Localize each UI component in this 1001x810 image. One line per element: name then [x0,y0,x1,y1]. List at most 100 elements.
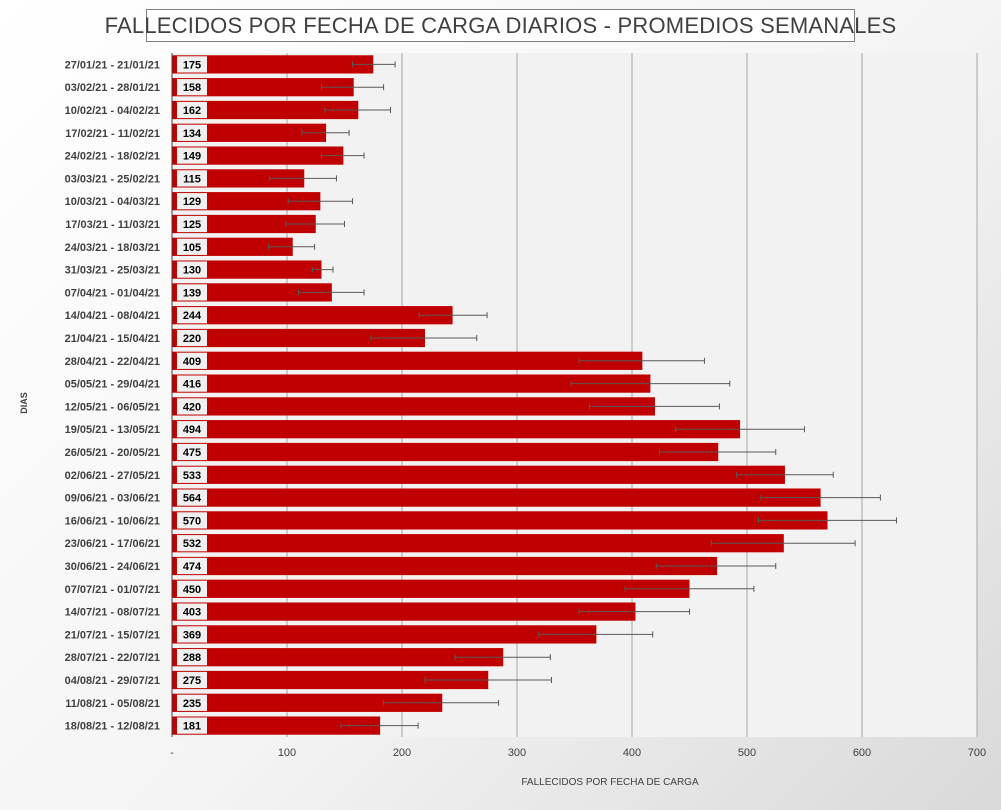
data-label-box [177,170,207,187]
bar [172,648,504,667]
data-label-box [177,717,207,734]
data-label-box [177,238,207,255]
data-label-box [177,147,207,164]
x-tick-label: 300 [508,747,526,759]
y-tick-label: 26/05/21 - 20/05/21 [65,447,160,459]
y-tick-label: 12/05/21 - 06/05/21 [65,401,160,413]
x-tick-label: - [170,747,174,759]
x-tick-label: 500 [738,747,756,759]
data-label-box [177,215,207,233]
data-label: 474 [183,561,202,573]
y-tick-label: 05/05/21 - 29/04/21 [65,379,160,391]
data-label: 235 [183,698,201,710]
y-tick-label: 21/07/21 - 15/07/21 [65,629,160,641]
bar [172,579,690,598]
bar [172,465,785,484]
x-tick-label: 100 [278,747,296,759]
bar [172,442,719,462]
bar [172,260,322,279]
data-label-box [177,535,207,552]
y-tick-label: 19/05/21 - 13/05/21 [65,424,160,436]
bar [172,55,374,74]
y-tick-label: 18/08/21 - 12/08/21 [65,721,160,733]
x-tick-label: 600 [853,747,871,759]
data-label: 494 [183,424,202,436]
data-label-box [177,307,207,324]
y-tick-label: 07/04/21 - 01/04/21 [65,287,160,299]
bar [172,123,327,142]
data-label: 475 [183,447,201,459]
bar [172,556,718,576]
bar [172,511,828,530]
y-tick-label: 07/07/21 - 01/07/21 [65,584,160,596]
data-label-box [177,512,207,529]
bar [172,100,359,120]
y-tick-label: 28/04/21 - 22/04/21 [65,356,160,368]
y-tick-label: 10/02/21 - 04/02/21 [65,105,160,117]
x-axis-label: FALLECIDOS POR FECHA DE CARGA [521,777,699,788]
data-label-box [177,557,207,575]
data-label-box [177,466,207,483]
data-label: 175 [183,59,201,71]
data-label: 570 [183,515,201,527]
data-label: 115 [183,173,201,185]
bar [172,192,321,211]
data-label-box [177,694,207,711]
y-tick-label: 11/08/21 - 05/08/21 [65,698,160,710]
data-label: 134 [183,128,202,140]
bar [172,670,489,690]
y-tick-label: 16/06/21 - 10/06/21 [65,515,160,527]
data-label-box [177,580,207,597]
data-label: 125 [183,219,201,231]
bar [172,146,344,165]
y-tick-label: 31/03/21 - 25/03/21 [65,265,160,277]
data-label: 130 [183,265,201,277]
data-label: 409 [183,356,201,368]
data-label-box [177,626,207,643]
bar [172,374,651,393]
data-label: 564 [183,493,202,505]
data-label: 369 [183,629,201,641]
data-label: 158 [183,82,201,94]
y-tick-label: 14/07/21 - 08/07/21 [65,607,160,619]
y-tick-label: 24/03/21 - 18/03/21 [65,242,160,254]
plot-background [172,53,977,737]
data-label: 244 [183,310,202,322]
data-label-box [177,352,207,369]
data-label-box [177,375,207,392]
bar [172,283,332,302]
data-label: 105 [183,242,201,254]
data-label: 533 [183,470,201,482]
data-label: 162 [183,105,201,117]
x-tick-label: 400 [623,747,641,759]
data-label: 416 [183,379,201,391]
data-label: 220 [183,333,201,345]
data-label: 420 [183,401,201,413]
y-tick-label: 23/06/21 - 17/06/21 [65,538,160,550]
data-label: 149 [183,151,201,163]
bar [172,716,381,735]
data-label-box [177,671,207,689]
y-tick-label: 17/03/21 - 11/03/21 [65,219,160,231]
data-label: 288 [183,652,201,664]
data-label-box [177,56,207,73]
data-label-box [177,649,207,666]
y-tick-label: 21/04/21 - 15/04/21 [65,333,160,345]
data-label: 181 [183,721,201,733]
data-label: 450 [183,584,201,596]
data-label-box [177,284,207,301]
y-tick-label: 24/02/21 - 18/02/21 [65,151,160,163]
y-tick-label: 30/06/21 - 24/06/21 [65,561,160,573]
bar [172,420,741,439]
bar [172,534,784,553]
data-label-box [177,329,207,347]
y-tick-label: 27/01/21 - 21/01/21 [65,59,160,71]
x-tick-label: 200 [393,747,411,759]
bar [172,397,655,416]
bar [172,78,354,97]
x-tick-label: 700 [968,747,986,759]
y-tick-label: 28/07/21 - 22/07/21 [65,652,160,664]
bar [172,214,316,234]
